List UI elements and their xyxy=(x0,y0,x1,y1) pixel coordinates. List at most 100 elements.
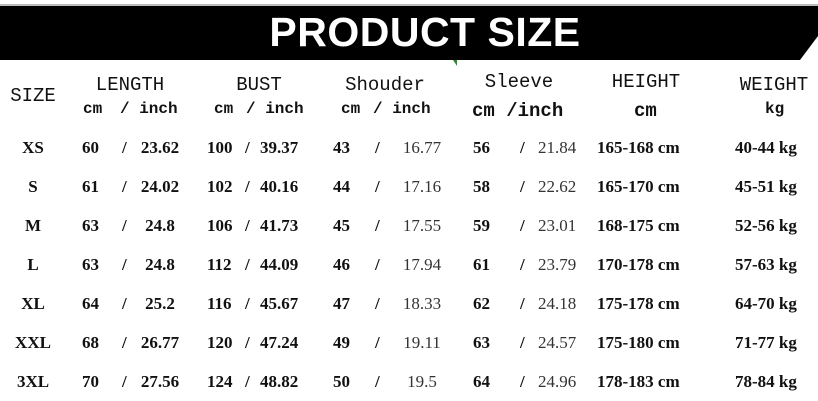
separator: / xyxy=(520,216,525,235)
top-divider xyxy=(0,4,818,6)
weight-range: 78-84 kg xyxy=(735,372,797,391)
unit-length-cm: cm xyxy=(83,100,103,118)
page-title: PRODUCT SIZE xyxy=(269,9,581,55)
separator: / xyxy=(375,216,380,235)
header-size: SIZE xyxy=(10,85,56,107)
length-inch: 25.2 xyxy=(145,294,175,313)
height-range: 175-180 cm xyxy=(597,333,680,352)
shoulder-inch: 19.5 xyxy=(407,372,437,391)
length-cm: 63 xyxy=(82,216,99,235)
shoulder-inch: 19.11 xyxy=(403,333,441,352)
separator: / xyxy=(375,294,380,313)
separator: / xyxy=(520,255,525,274)
separator: / xyxy=(520,138,525,157)
separator: / xyxy=(375,333,380,352)
weight-range: 71-77 kg xyxy=(735,333,797,352)
separator: / xyxy=(122,216,127,235)
weight-range: 45-51 kg xyxy=(735,177,797,196)
shoulder-cm: 44 xyxy=(333,177,350,196)
height-range: 170-178 cm xyxy=(597,255,680,274)
length-cm: 60 xyxy=(82,138,99,157)
bust-inch: 41.73 xyxy=(260,216,299,235)
unit-bust-inch: / inch xyxy=(246,100,304,118)
sleeve-cm: 64 xyxy=(473,372,490,391)
size-label: XXL xyxy=(15,333,51,352)
sleeve-inch: 24.18 xyxy=(538,294,577,313)
separator: / xyxy=(375,138,380,157)
bust-cm: 116 xyxy=(207,294,232,313)
title-banner xyxy=(0,6,818,60)
header-shouder: Shouder xyxy=(345,74,425,96)
size-label: XS xyxy=(22,138,44,157)
unit-height: cm xyxy=(634,100,657,122)
shoulder-inch: 16.77 xyxy=(402,138,442,157)
bust-cm: 102 xyxy=(207,177,233,196)
unit-bust-cm: cm xyxy=(214,100,234,118)
unit-weight: kg xyxy=(765,100,785,118)
size-label: 3XL xyxy=(16,372,50,391)
length-cm: 61 xyxy=(82,177,99,196)
separator: / xyxy=(245,177,250,196)
separator: / xyxy=(245,255,250,274)
separator: / xyxy=(375,372,380,391)
height-range: 165-170 cm xyxy=(597,177,680,196)
sleeve-inch: 22.62 xyxy=(538,177,577,196)
height-range: 165-168 cm xyxy=(597,138,680,157)
bust-cm: 112 xyxy=(207,255,232,274)
height-range: 178-183 cm xyxy=(597,372,680,391)
sleeve-cm: 59 xyxy=(473,216,490,235)
shoulder-cm: 46 xyxy=(333,255,350,274)
bust-inch: 44.09 xyxy=(260,255,299,274)
sleeve-cm: 62 xyxy=(473,294,490,313)
header-bust: BUST xyxy=(236,74,282,96)
length-inch: 23.62 xyxy=(140,138,180,157)
length-inch: 24.8 xyxy=(145,216,175,235)
height-range: 168-175 cm xyxy=(597,216,680,235)
size-label: XL xyxy=(21,294,45,313)
height-range: 175-178 cm xyxy=(597,294,680,313)
sleeve-inch: 21.84 xyxy=(538,138,577,157)
separator: / xyxy=(245,333,250,352)
length-cm: 64 xyxy=(82,294,99,313)
shoulder-inch: 17.94 xyxy=(402,255,442,274)
size-label: M xyxy=(24,216,42,235)
shoulder-inch: 18.33 xyxy=(402,294,442,313)
length-inch: 24.02 xyxy=(140,177,180,196)
header-length: LENGTH xyxy=(95,74,165,96)
length-cm: 70 xyxy=(82,372,99,391)
unit-length-inch: / inch xyxy=(120,100,178,118)
separator: / xyxy=(122,372,127,391)
weight-range: 52-56 kg xyxy=(735,216,797,235)
weight-range: 40-44 kg xyxy=(735,138,797,157)
separator: / xyxy=(520,177,525,196)
length-inch: 27.56 xyxy=(140,372,180,391)
weight-range: 64-70 kg xyxy=(735,294,797,313)
separator: / xyxy=(520,372,525,391)
header-height: HEIGHT xyxy=(611,71,681,93)
bust-inch: 40.16 xyxy=(260,177,299,196)
bust-inch: 39.37 xyxy=(260,138,299,157)
separator: / xyxy=(520,333,525,352)
header-sleeve: Sleeve xyxy=(484,71,554,93)
sleeve-cm: 58 xyxy=(473,177,490,196)
unit-shoulder-cm: cm xyxy=(341,100,361,118)
bust-inch: 47.24 xyxy=(260,333,299,352)
shoulder-cm: 43 xyxy=(333,138,350,157)
sleeve-cm: 63 xyxy=(473,333,490,352)
separator: / xyxy=(375,255,380,274)
sleeve-inch: 24.96 xyxy=(538,372,577,391)
length-inch: 26.77 xyxy=(140,333,180,352)
separator: / xyxy=(122,177,127,196)
sleeve-inch: 23.01 xyxy=(538,216,577,235)
shoulder-cm: 47 xyxy=(333,294,350,313)
separator: / xyxy=(245,138,250,157)
separator: / xyxy=(245,294,250,313)
bust-inch: 48.82 xyxy=(260,372,299,391)
separator: / xyxy=(245,216,250,235)
green-accent xyxy=(453,60,457,66)
size-label: S xyxy=(28,177,38,196)
size-label: L xyxy=(27,255,39,274)
sleeve-cm: 61 xyxy=(473,255,490,274)
separator: / xyxy=(375,177,380,196)
